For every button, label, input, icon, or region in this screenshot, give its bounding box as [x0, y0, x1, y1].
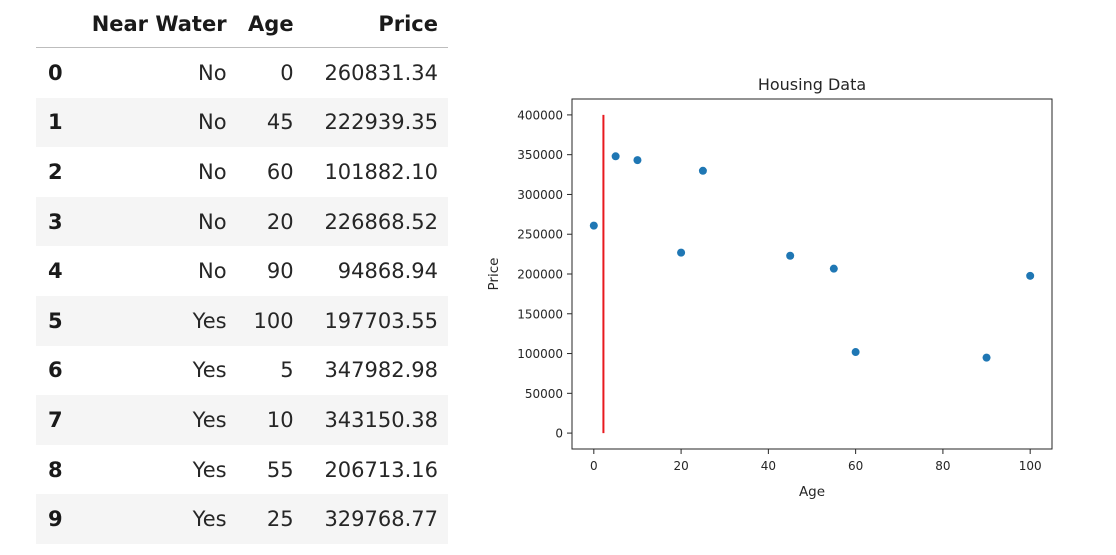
cell-price: 222939.35	[303, 97, 448, 148]
scatter-point	[633, 156, 642, 165]
y-tick-label: 100000	[517, 347, 563, 361]
scatter-chart: Housing Data 0 50000 100000 150000 200000 250…	[486, 75, 1053, 500]
scatter-point	[611, 152, 620, 161]
y-tick-label: 150000	[517, 307, 563, 321]
scatter-chart-container: Housing Data 0 50000 100000 150000 200000 250…	[480, 60, 1080, 510]
row-index: 8	[48, 457, 63, 482]
row-index: 1	[36, 97, 82, 148]
y-tick-label: 250000	[517, 228, 563, 242]
cell-near-water: No	[198, 60, 227, 85]
table-row: 7 Yes 10 343150.38	[36, 395, 448, 445]
cell-near-water: No	[198, 159, 227, 184]
table-row: 4 No 90 94868.94	[36, 246, 448, 296]
table-row: 0 No 0 260831.34	[36, 48, 448, 98]
column-header-near-water: Near Water	[81, 0, 237, 48]
table-row: 8 Yes 55 206713.16	[36, 445, 448, 495]
dataframe-table: Near Water Age Price 0 No 0 260831.34 1 No 45 2…	[36, 0, 448, 544]
scatter-point	[698, 166, 707, 175]
y-tick-label: 50000	[525, 387, 563, 401]
scatter-point	[829, 264, 838, 273]
y-axis-label: Price	[486, 258, 502, 291]
table-row: 5 Yes 100 197703.55	[36, 295, 448, 346]
column-header-age: Age	[236, 0, 304, 48]
index-header	[36, 0, 82, 48]
row-index: 6	[48, 358, 63, 383]
cell-near-water: No	[81, 196, 237, 247]
cell-age: 10	[236, 395, 304, 445]
x-tick-label: 100	[1019, 459, 1042, 473]
column-header-price: Price	[303, 0, 448, 48]
table-row: 1 No 45 222939.35	[36, 97, 448, 148]
scatter-point	[786, 251, 795, 260]
y-tick-label: 0	[555, 427, 563, 441]
cell-near-water: No	[81, 97, 237, 148]
scatter-point	[589, 221, 598, 230]
row-index: 4	[48, 259, 63, 284]
cell-age: 5	[280, 358, 294, 383]
x-axis-label: Age	[799, 484, 825, 500]
cell-age: 60	[266, 159, 294, 184]
cell-near-water: Yes	[192, 358, 227, 383]
table-row: 3 No 20 226868.52	[36, 196, 448, 247]
row-index: 9	[36, 494, 82, 544]
cell-age: 0	[280, 60, 294, 85]
cell-near-water: No	[198, 259, 227, 284]
chart-title: Housing Data	[758, 75, 866, 94]
cell-price: 260831.34	[324, 60, 438, 85]
row-index: 3	[36, 196, 82, 247]
cell-near-water: Yes	[81, 494, 237, 544]
cell-age: 55	[266, 457, 294, 482]
y-tick-label: 300000	[517, 188, 563, 202]
table-body: 0 No 0 260831.34 1 No 45 222939.35 2 No 60 101882.1…	[36, 48, 448, 544]
row-index: 5	[36, 295, 82, 346]
x-tick-label: 60	[848, 459, 863, 473]
cell-age: 25	[236, 494, 304, 544]
cell-price: 101882.10	[324, 159, 438, 184]
cell-price: 347982.98	[324, 358, 438, 383]
row-index: 2	[48, 159, 63, 184]
dataframe-table-container: Near Water Age Price 0 No 0 260831.34 1 No 45 2…	[36, 0, 448, 544]
cell-age: 45	[236, 97, 304, 148]
cell-age: 20	[236, 196, 304, 247]
scatter-point	[982, 353, 991, 362]
y-tick-label: 200000	[517, 268, 563, 282]
cell-price: 94868.94	[337, 259, 438, 284]
cell-near-water: Yes	[192, 457, 227, 482]
table-row: 9 Yes 25 329768.77	[36, 494, 448, 544]
table-header-row: Near Water Age Price	[36, 0, 448, 48]
x-tick-label: 20	[673, 459, 688, 473]
table-row: 2 No 60 101882.10	[36, 147, 448, 197]
x-tick-label: 40	[761, 459, 776, 473]
chart-marks	[589, 114, 1035, 434]
scatter-point	[1026, 271, 1035, 280]
cell-price: 226868.52	[303, 196, 448, 247]
cell-price: 329768.77	[303, 494, 448, 544]
table-row: 6 Yes 5 347982.98	[36, 346, 448, 396]
row-index: 7	[36, 395, 82, 445]
x-tick-label: 80	[935, 459, 950, 473]
cell-price: 206713.16	[324, 457, 438, 482]
x-axis-ticks: 0 20 40 60 80 100	[590, 449, 1042, 473]
plot-area-frame	[571, 98, 1053, 450]
cell-near-water: Yes	[81, 395, 237, 445]
cell-age: 90	[266, 259, 294, 284]
y-tick-label: 400000	[517, 108, 563, 122]
cell-price: 343150.38	[303, 395, 448, 445]
y-axis-ticks: 0 50000 100000 150000 200000 250000 300000 3500…	[517, 108, 572, 441]
table-header: Near Water Age Price	[36, 0, 448, 48]
y-tick-label: 350000	[517, 148, 563, 162]
row-index: 0	[48, 60, 63, 85]
scatter-point	[677, 248, 686, 257]
cell-price: 197703.55	[303, 295, 448, 346]
x-tick-label: 0	[590, 459, 598, 473]
cell-age: 100	[236, 295, 304, 346]
cell-near-water: Yes	[81, 295, 237, 346]
scatter-point	[851, 348, 860, 357]
